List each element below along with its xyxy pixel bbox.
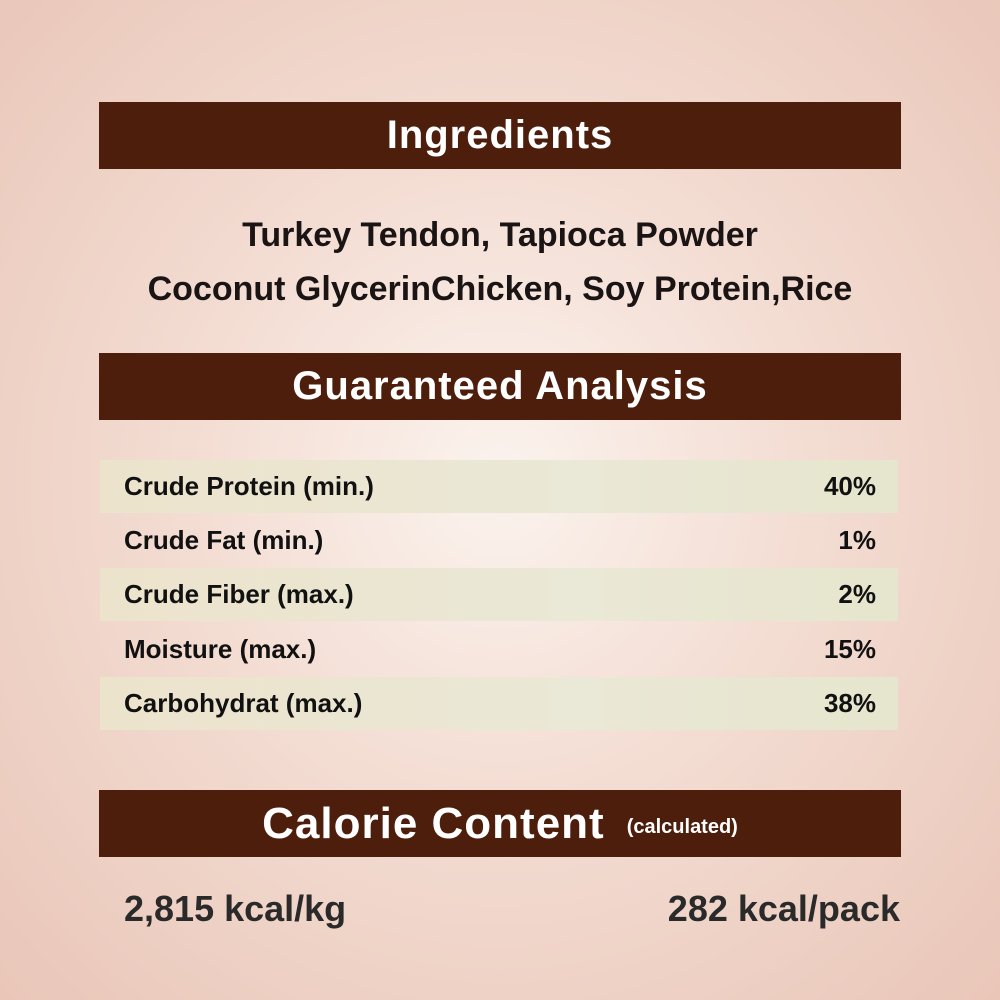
ingredients-line-2: Coconut GlycerinChicken, Soy Protein,Ric… [147,270,853,308]
analysis-banner: Guaranteed Analysis [99,353,901,420]
calorie-per-kg: 2,815 kcal/kg [124,888,347,929]
analysis-row: Moisture (max.) 15% [100,623,898,676]
ingredients-line-1: Turkey Tendon, Tapioca Powder [242,216,758,254]
row-label: Moisture (max.) [124,634,317,664]
row-value: 40% [823,471,876,501]
calorie-subtitle: (calculated) [626,816,738,838]
calorie-banner: Calorie Content (calculated) [99,790,901,857]
analysis-row: Crude Protein (min.) 40% [100,460,898,513]
row-value: 15% [823,634,876,664]
calorie-per-pack: 282 kcal/pack [667,888,900,929]
row-label: Crude Fiber (max.) [124,579,354,609]
analysis-title: Guaranteed Analysis [292,364,708,408]
ingredients-title: Ingredients [386,113,614,157]
row-value: 2% [838,579,876,609]
row-value: 1% [838,525,876,555]
row-label: Crude Protein (min.) [124,471,374,501]
row-value: 38% [823,688,876,718]
analysis-row: Crude Fiber (max.) 2% [100,568,898,621]
ingredients-banner: Ingredients [99,102,901,169]
calorie-title: Calorie Content [262,798,605,848]
row-label: Carbohydrat (max.) [124,688,363,718]
analysis-row: Carbohydrat (max.) 38% [100,677,898,730]
analysis-row: Crude Fat (min.) 1% [100,514,898,567]
row-label: Crude Fat (min.) [124,525,324,555]
